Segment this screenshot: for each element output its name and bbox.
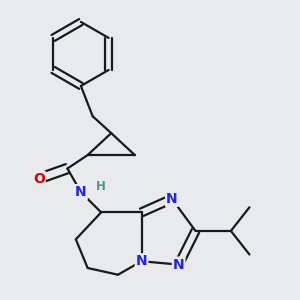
Text: H: H [95, 180, 105, 193]
Text: N: N [136, 254, 147, 268]
Text: O: O [33, 172, 45, 186]
Text: N: N [173, 258, 184, 272]
Text: N: N [75, 185, 87, 199]
Text: N: N [166, 192, 178, 206]
